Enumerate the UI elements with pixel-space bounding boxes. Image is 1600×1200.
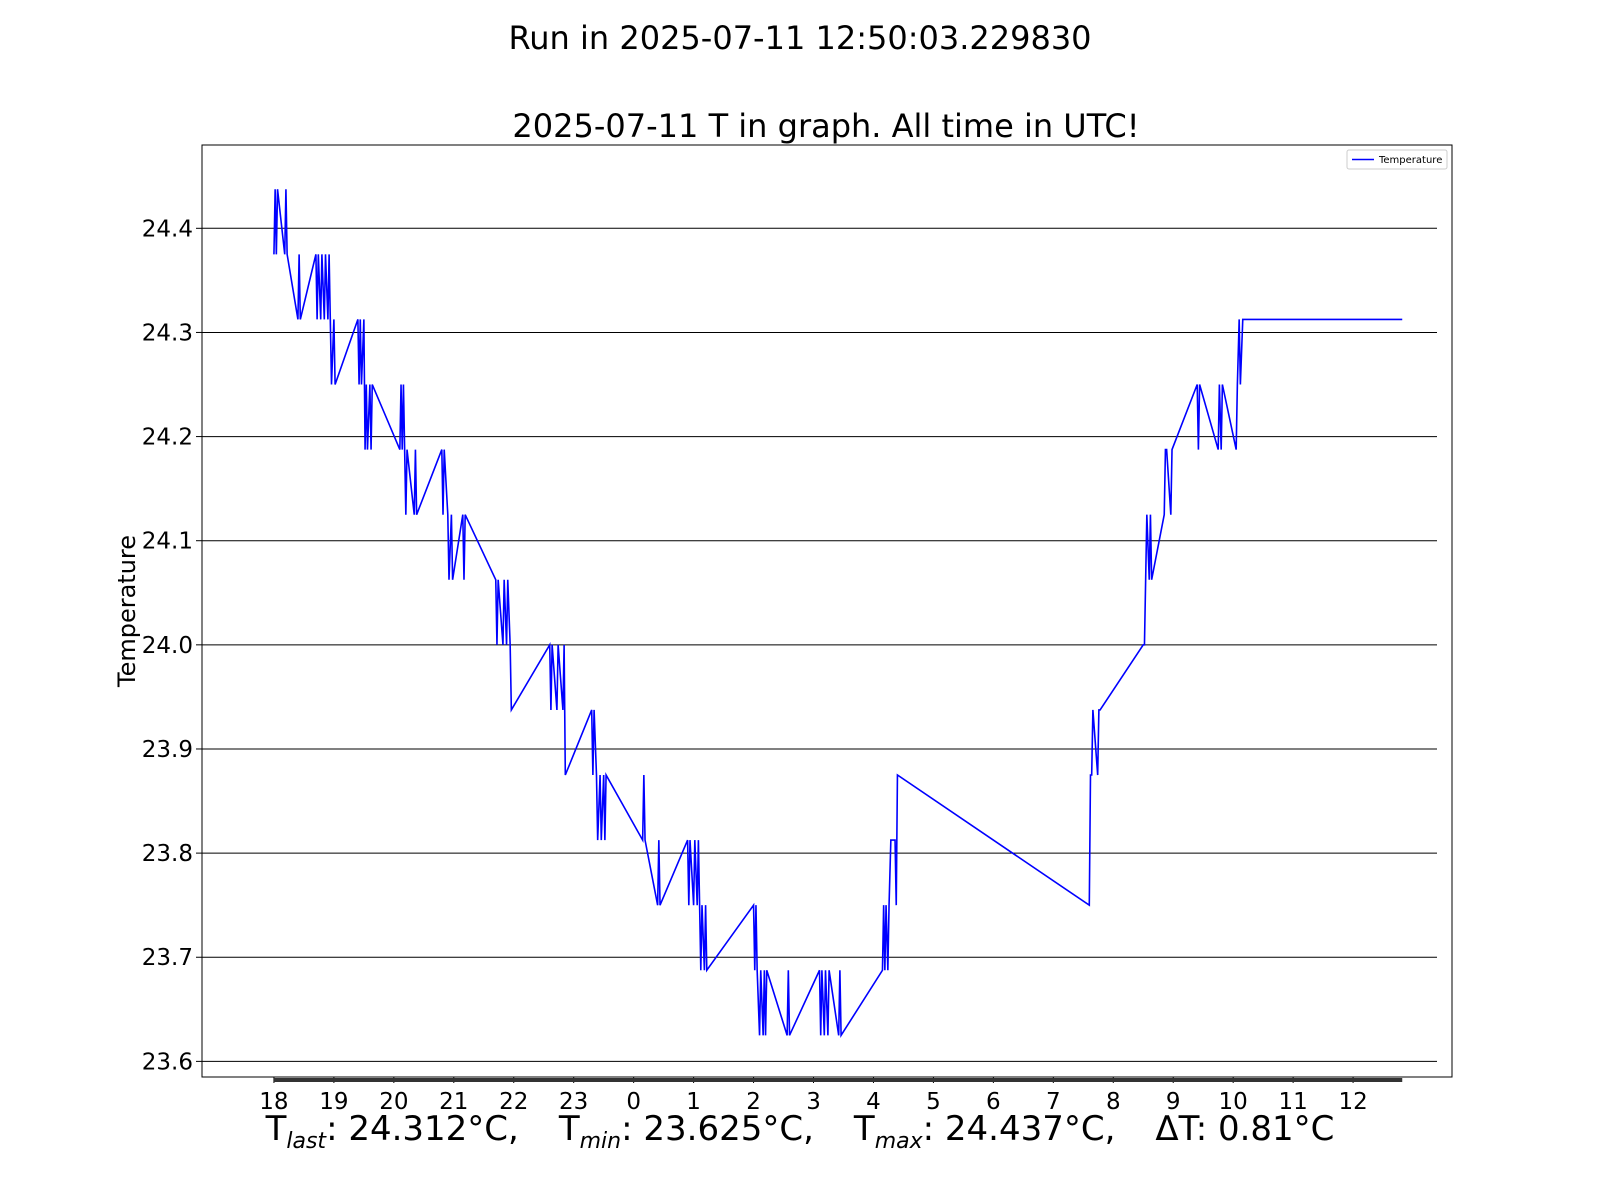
x-tick-label: 23: [559, 1089, 588, 1115]
y-tick-label: 24.0: [142, 633, 193, 659]
x-tick-label: 22: [499, 1089, 528, 1115]
x-tick-label: 10: [1219, 1089, 1248, 1115]
t-min-symbol: T: [558, 1109, 580, 1149]
legend: Temperature: [1346, 149, 1448, 170]
x-tick-label: 6: [986, 1089, 1001, 1115]
y-axis-label: Temperature: [113, 535, 141, 688]
t-last-sub: last: [286, 1129, 327, 1154]
t-max-value: : 24.437°C,: [922, 1109, 1116, 1149]
y-tick-labels: 23.6 23.7 23.8 23.9 24.0 24.1 24.2 24.3 24.4: [142, 216, 202, 1075]
temperature-series: [273, 189, 1403, 1039]
y-tick-label: 24.3: [142, 320, 193, 346]
x-tick-label: 18: [259, 1089, 288, 1115]
y-tick-label: 24.1: [142, 529, 193, 555]
x-tick-label: 5: [926, 1089, 941, 1115]
x-tick-label: 21: [439, 1089, 468, 1115]
x-tick-label: 3: [806, 1089, 821, 1115]
x-tick-label: 20: [379, 1089, 408, 1115]
delta-t-stat: ΔT: 0.81°C: [1155, 1109, 1335, 1149]
legend-box: [1346, 149, 1448, 170]
t-max-symbol: T: [853, 1109, 875, 1149]
t-min-value: : 23.625°C,: [621, 1109, 814, 1149]
x-tick-label: 9: [1166, 1089, 1181, 1115]
x-tick-labels: 18 19 20 21 22 23 0 1 2 3 4 5 6 7 8 9 10 11 12: [259, 1077, 1368, 1115]
x-tick-label: 19: [319, 1089, 348, 1115]
t-last-stat: Tlast: 24.312°C,: [266, 1108, 519, 1163]
y-tick-label: 24.2: [142, 425, 193, 451]
legend-label: Temperature: [1378, 155, 1442, 166]
x-tick-label: 11: [1278, 1089, 1307, 1115]
chart-title: 2025-07-11 T in graph. All time in UTC!: [512, 107, 1139, 145]
x-tick-label: 2: [746, 1089, 761, 1115]
y-tick-label: 23.8: [142, 841, 193, 867]
x-tick-label: 12: [1338, 1089, 1367, 1115]
t-min-stat: Tmin: 23.625°C,: [559, 1108, 814, 1163]
y-tick-label: 23.7: [142, 945, 193, 971]
temperature-stats: Tlast: 24.312°C, Tmin: 23.625°C, Tmax: 24.…: [0, 1108, 1600, 1163]
t-last-symbol: T: [265, 1109, 287, 1149]
t-min-sub: min: [579, 1129, 622, 1154]
t-last-value: : 24.312°C,: [326, 1109, 519, 1149]
t-max-sub: max: [874, 1129, 923, 1154]
plot-area: [201, 144, 1453, 1078]
y-tick-label: 23.9: [142, 737, 193, 763]
x-tick-label: 7: [1046, 1089, 1061, 1115]
run-title: Run in 2025-07-11 12:50:03.229830: [508, 19, 1092, 57]
temperature-line: [273, 189, 1403, 1039]
x-tick-label: 1: [686, 1089, 701, 1115]
x-tick-label: 4: [866, 1089, 881, 1115]
y-tick-label: 23.6: [142, 1049, 193, 1075]
x-tick-label: 0: [626, 1089, 641, 1115]
y-tick-label: 24.4: [142, 216, 193, 242]
grid-lines: [202, 227, 1437, 1062]
x-tick-label: 8: [1106, 1089, 1121, 1115]
t-max-stat: Tmax: 24.437°C,: [854, 1108, 1116, 1163]
